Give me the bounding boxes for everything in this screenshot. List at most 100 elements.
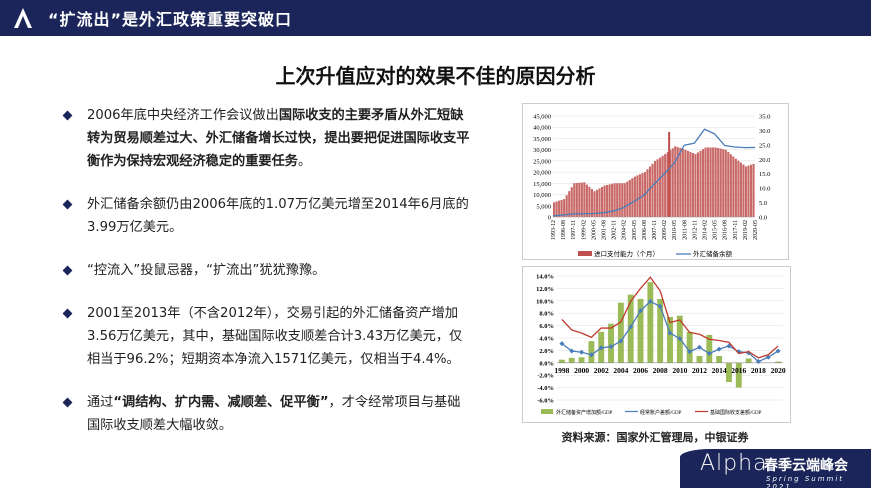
x-tick-label: 1993-12: [551, 220, 557, 240]
diamond-bullet-icon: [62, 110, 73, 121]
x-tick-label: 2002: [594, 366, 609, 375]
bar: [617, 302, 624, 363]
bar: [626, 181, 629, 217]
text-segment: 2006年底中央经济工作会议做出: [87, 108, 279, 123]
diamond-bullet-icon: [62, 265, 73, 276]
bar: [570, 187, 573, 217]
x-tick-label: 1998: [554, 366, 569, 375]
bar: [661, 155, 664, 217]
text-segment: 2001至2013年（不含2012年），交易引起的外汇储备资产增加3.56万亿美…: [87, 306, 463, 367]
x-tick-label: 2017-11: [733, 220, 739, 240]
bar: [706, 334, 713, 363]
left-tick-label: 45,000: [533, 114, 551, 121]
data-point: [716, 346, 722, 352]
left-tick-label: 40,000: [533, 125, 551, 132]
diamond-bullet-icon: [62, 199, 73, 210]
bullet-item: “控流入”投鼠忌器，“扩流出”犹犹豫豫。: [60, 259, 470, 282]
bar: [686, 150, 689, 217]
data-point: [638, 308, 644, 314]
bar: [689, 151, 692, 217]
bar: [565, 195, 568, 217]
reserves-chart: 0 5,000 10,000 15,000 20,000 25,000 30,000 35,0…: [522, 103, 789, 260]
bar: [613, 183, 616, 217]
bar: [606, 184, 609, 217]
text-segment: 外汇储备余额仍由2006年底的1.07万亿美元增至2014年6月底的3.99万亿…: [87, 197, 469, 235]
y-tick-label: 14.0%: [536, 274, 554, 281]
bar: [752, 163, 755, 217]
left-tick-label: 15,000: [533, 181, 551, 188]
bar: [595, 189, 599, 217]
bullet-list: 2006年底中央经济工作会议做出国际收支的主要矛盾从外汇短缺转为贸易顺差过大、外…: [60, 104, 470, 457]
bar: [679, 148, 682, 217]
bar: [563, 199, 566, 217]
data-point: [775, 348, 781, 354]
bar: [553, 202, 556, 217]
bar: [726, 362, 732, 383]
bar: [701, 149, 705, 217]
left-tick-label: 20,000: [533, 170, 551, 177]
bar: [588, 341, 595, 363]
right-tick-label: 0.0: [759, 215, 767, 222]
bullet-text: 2001至2013年（不含2012年），交易引起的外汇储备资产增加3.56万亿美…: [87, 302, 470, 371]
right-tick-label: 10.0: [759, 186, 770, 193]
x-tick-label: 2009-02: [662, 220, 668, 240]
x-tick-label: 2011-08: [682, 220, 688, 240]
y-tick-label: 0.0%: [539, 360, 554, 367]
x-tick-label: 2014-02: [703, 220, 709, 240]
bar: [608, 323, 614, 363]
x-tick-label: 2004-02: [622, 220, 628, 240]
text-segment: 。: [298, 154, 312, 169]
y-tick-label: 12.0%: [536, 286, 554, 293]
bar: [714, 147, 717, 217]
bar: [560, 199, 563, 217]
bar: [657, 298, 664, 363]
bar: [704, 147, 707, 217]
bar: [727, 151, 730, 217]
bar: [737, 160, 740, 217]
right-tick-label: 25.0: [759, 142, 770, 149]
bar: [659, 157, 662, 217]
bar: [558, 200, 561, 217]
footer-brand: Alpha 春季云端峰会 Spring Summit 2021: [680, 449, 871, 491]
footer-event-en: Spring Summit 2021: [766, 475, 845, 491]
bar: [588, 186, 591, 217]
bar: [735, 362, 742, 388]
right-tick-label: 30.0: [759, 128, 770, 135]
bar: [694, 154, 697, 217]
legend-label: 进口支付能力（个月）: [594, 249, 659, 258]
bar: [724, 149, 727, 217]
bullet-text: 2006年底中央经济工作会议做出国际收支的主要矛盾从外汇短缺转为贸易顺差过大、外…: [87, 104, 470, 173]
data-point: [628, 324, 634, 330]
bop-chart: -6.0% -4.0% -2.0% 0.0% 2.0% 4.0% 6.0% 8.0% 10.0%…: [522, 266, 791, 423]
bar: [568, 191, 571, 217]
bar: [749, 164, 753, 217]
left-tick-label: 0: [548, 215, 551, 222]
bar: [696, 355, 703, 363]
bar: [686, 331, 693, 363]
bar: [618, 183, 621, 217]
right-tick-label: 20.0: [759, 157, 770, 164]
bar: [578, 182, 581, 217]
x-tick-label: 2007-11: [652, 220, 658, 240]
bar: [667, 316, 673, 363]
bar: [558, 359, 565, 363]
bar: [775, 361, 782, 363]
bar: [664, 154, 667, 217]
bar: [580, 182, 583, 217]
bullet-item: 通过“调结构、扩内需、减顺差、促平衡”，才令经常项目与基础国际收支顺差大幅收敛。: [60, 391, 470, 437]
bar: [744, 166, 748, 217]
bar: [600, 186, 604, 217]
right-tick-label: 15.0: [759, 171, 770, 178]
x-tick-label: 2008: [653, 366, 668, 375]
bar: [568, 357, 575, 363]
x-tick-label: 1996-08: [561, 220, 567, 240]
data-point: [696, 344, 702, 350]
bar: [637, 298, 644, 363]
left-tick-label: 10,000: [533, 192, 551, 199]
data-point: [559, 341, 565, 347]
x-tick-label: 2019-02: [743, 220, 749, 240]
bar: [623, 183, 626, 217]
bar: [696, 152, 700, 217]
data-point: [706, 351, 712, 356]
data-point: [677, 336, 683, 342]
